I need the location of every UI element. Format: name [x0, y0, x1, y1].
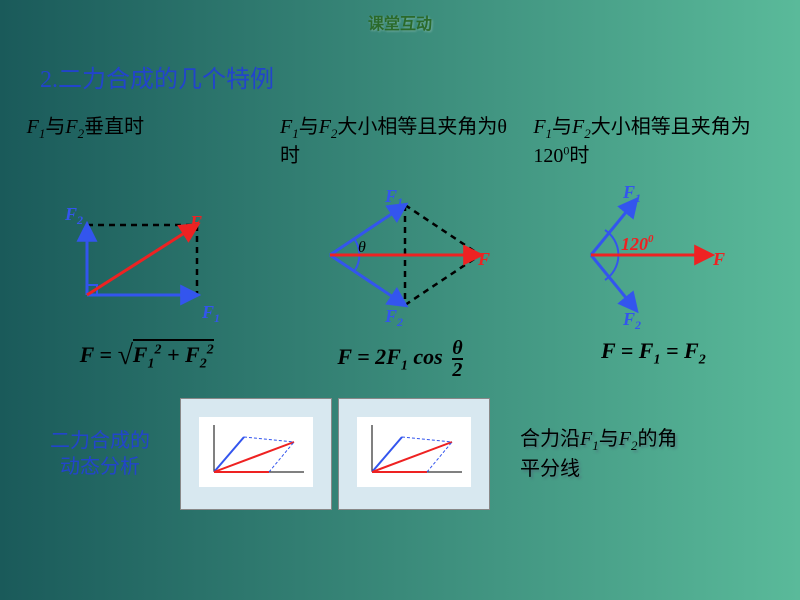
- svg-text:F1: F1: [622, 182, 641, 205]
- case2-title: F1与F2大小相等且夹角为θ时: [280, 114, 520, 170]
- section-number: 2.: [40, 67, 58, 93]
- thumbnail-row: [180, 398, 490, 510]
- svg-text:F: F: [477, 249, 490, 269]
- case-equal-theta: F1与F2大小相等且夹角为θ时 θ F1 F2 F: [280, 114, 520, 380]
- slide-header: 课堂互动: [0, 0, 800, 34]
- case1-diagram: F1 F2 F: [27, 180, 267, 330]
- svg-text:F1: F1: [384, 186, 403, 209]
- svg-text:F: F: [712, 249, 725, 269]
- case2-diagram: θ F1 F2 F: [280, 180, 520, 330]
- section-title-text: 二力合成的几个特例: [58, 67, 274, 93]
- case-equal-120: F1与F2大小相等且夹角为1200时 1200 F1 F2 F F = F1 =…: [533, 114, 773, 380]
- thumbnail-2[interactable]: [338, 398, 490, 510]
- svg-text:θ: θ: [358, 239, 366, 256]
- section-title: 2.二力合成的几个特例: [40, 59, 800, 94]
- cases-row: F1与F2垂直时 F1 F2 F F = √F12 + F22: [0, 114, 800, 380]
- svg-text:1200: 1200: [621, 233, 654, 254]
- case1-title: F1与F2垂直时: [27, 114, 267, 170]
- case2-formula: F = 2F1 cos θ2: [280, 338, 520, 380]
- case-perpendicular: F1与F2垂直时 F1 F2 F F = √F12 + F22: [27, 114, 267, 380]
- dynamic-analysis-label: 二力合成的 动态分析: [30, 428, 170, 480]
- svg-text:F: F: [189, 212, 202, 232]
- case3-formula: F = F1 = F2: [533, 338, 773, 368]
- svg-text:F2: F2: [384, 306, 403, 329]
- case1-formula: F = √F12 + F22: [27, 338, 267, 372]
- svg-text:F2: F2: [622, 309, 641, 330]
- bisector-note: 合力沿F1与F2的角 平分线: [520, 425, 677, 483]
- case3-diagram: 1200 F1 F2 F: [533, 180, 773, 330]
- svg-text:F2: F2: [64, 204, 83, 227]
- case3-title: F1与F2大小相等且夹角为1200时: [533, 114, 773, 170]
- svg-text:F1: F1: [201, 302, 220, 325]
- thumbnail-1[interactable]: [180, 398, 332, 510]
- bottom-row: 二力合成的 动态分析: [0, 398, 800, 510]
